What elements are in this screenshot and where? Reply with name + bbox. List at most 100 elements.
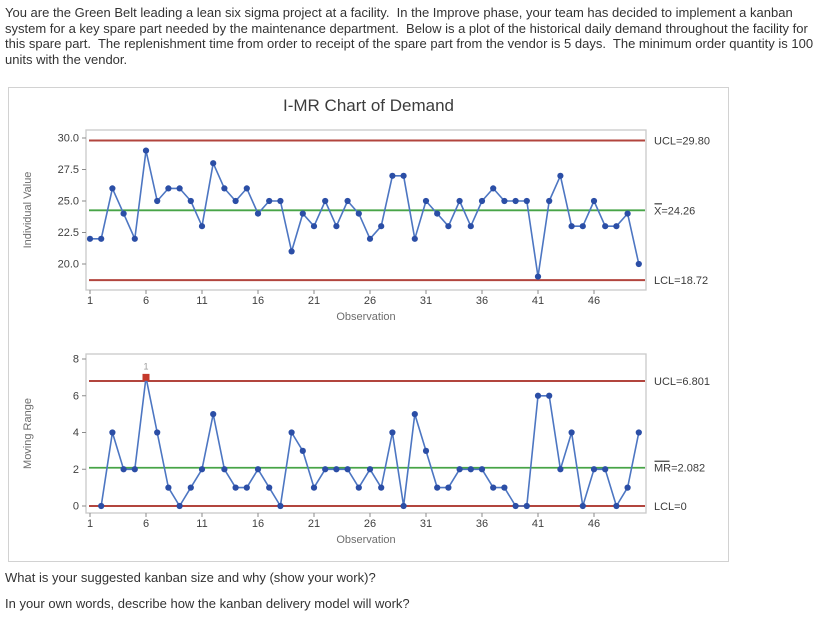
data-point: [355, 484, 362, 491]
data-point: [154, 197, 161, 205]
y-tick-label: 30.0: [58, 133, 79, 145]
data-point: [411, 411, 418, 418]
data-point: [434, 484, 441, 491]
x-tick-label: 41: [532, 518, 544, 530]
x-tick-label: 46: [588, 295, 600, 307]
x-tick-label: 16: [252, 295, 264, 307]
x-tick-label: 36: [476, 295, 488, 307]
data-point: [299, 210, 306, 217]
data-point: [534, 273, 542, 280]
y-axis-title: Individual Value: [22, 172, 34, 249]
data-point: [557, 466, 564, 473]
data-point: [176, 502, 183, 510]
y-tick-label: 22.5: [58, 227, 79, 239]
data-point: [389, 429, 396, 436]
chart-panel: I-MR Chart of Demand 30.0 27.5 25.0 22.5 20.…: [8, 87, 729, 562]
data-point: [120, 210, 127, 217]
data-point: [579, 223, 586, 230]
data-point: [243, 484, 250, 491]
data-point: [109, 429, 116, 436]
center-label: X=24.26: [654, 205, 695, 217]
center-label: MR=2.082: [654, 463, 705, 475]
x-tick-label: 1: [87, 295, 93, 307]
x-tick-label: 11: [196, 518, 207, 530]
data-point: [333, 466, 340, 473]
lcl-label: LCL=0: [654, 501, 687, 513]
data-point: [467, 223, 474, 230]
data-point: [344, 197, 351, 205]
data-point: [254, 210, 262, 217]
data-point: [109, 185, 116, 192]
data-point: [288, 429, 295, 436]
data-point: [165, 185, 172, 192]
data-point: [590, 197, 598, 205]
data-point: [568, 429, 575, 436]
data-point: [266, 484, 273, 491]
data-point: [456, 466, 463, 473]
x-tick-label: 6: [143, 295, 149, 307]
data-point: [445, 223, 452, 230]
data-point: [243, 185, 250, 192]
data-point: [277, 502, 284, 510]
data-point: [490, 185, 497, 192]
y-tick-label: 25.0: [58, 196, 79, 208]
data-point: [187, 484, 194, 491]
x-tick-label: 26: [364, 518, 376, 530]
data-point: [210, 160, 217, 167]
data-point: [602, 223, 609, 230]
y-tick-label: 20.0: [58, 259, 79, 271]
data-point: [534, 392, 542, 399]
x-tick-label: 46: [588, 518, 600, 530]
x-tick-label: 41: [532, 295, 544, 307]
x-axis-title: Observation: [336, 311, 395, 323]
data-point: [635, 260, 642, 268]
x-tick-label: 11: [196, 295, 207, 307]
data-point: [322, 197, 329, 205]
x-tick-label: 36: [476, 518, 488, 530]
data-point: [154, 429, 161, 436]
ooc-point: [142, 373, 150, 381]
data-point: [142, 147, 150, 154]
data-point: [624, 210, 631, 217]
data-point: [422, 197, 430, 205]
data-point: [232, 484, 239, 491]
data-point: [232, 197, 239, 205]
data-point: [400, 172, 407, 179]
data-point: [523, 502, 530, 510]
data-point: [490, 484, 497, 491]
data-point: [579, 502, 586, 510]
ucl-label: UCL=6.801: [654, 376, 710, 388]
data-point: [523, 197, 530, 205]
data-point: [568, 223, 575, 230]
data-point: [333, 223, 340, 230]
data-point: [288, 248, 295, 255]
data-point: [355, 210, 362, 217]
data-point: [445, 484, 452, 491]
data-point: [366, 235, 374, 242]
data-point: [478, 466, 486, 473]
data-point: [131, 466, 138, 473]
x-tick-label: 31: [420, 518, 432, 530]
data-point: [501, 484, 508, 491]
data-point: [344, 466, 351, 473]
data-point: [86, 235, 94, 242]
data-point: [98, 235, 105, 242]
lcl-label: LCL=18.72: [654, 275, 708, 287]
x-axis-title: Observation: [336, 534, 395, 546]
moving-range-series-line: [100, 376, 640, 507]
x-tick-label: 1: [87, 518, 93, 530]
y-tick-label: 0: [73, 501, 79, 513]
plot-border: [85, 353, 647, 514]
y-tick-label: 8: [73, 354, 79, 366]
x-tick-label: 21: [308, 518, 320, 530]
data-point: [310, 484, 318, 491]
data-point: [557, 172, 564, 179]
data-point: [98, 502, 105, 510]
y-tick-label: 2: [73, 464, 79, 476]
question-delivery-model: In your own words, describe how the kanb…: [5, 596, 410, 611]
intro-text: You are the Green Belt leading a lean si…: [5, 5, 817, 67]
data-point: [310, 223, 318, 230]
data-point: [400, 502, 407, 510]
data-point: [299, 447, 306, 454]
